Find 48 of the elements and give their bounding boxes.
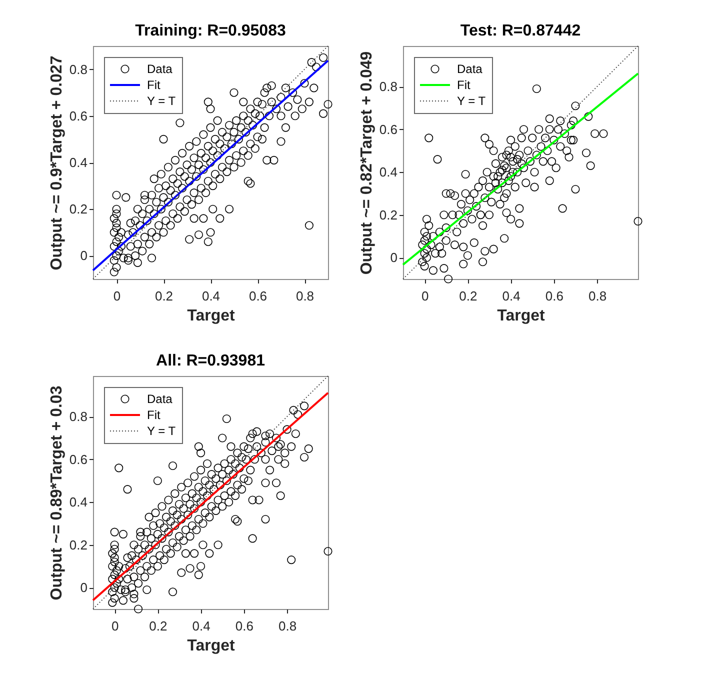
y-tick-label: 0.4 [379,164,398,180]
legend-label: Fit [147,78,161,92]
legend-label: Y = T [147,424,176,438]
y-tick-label: 0.6 [379,122,398,137]
x-axis-title: Target [187,308,236,324]
y-tick-label: 0.6 [69,108,88,124]
x-tick-label: 0.2 [154,288,174,304]
legend-label: Data [147,62,173,76]
x-tick-label: 0.6 [248,288,268,304]
y-tick-label: 0.2 [379,207,398,222]
x-tick-label: 0 [113,288,121,304]
y-tick-label: 0.2 [69,537,88,552]
chart-title: Training: R=0.95083 [135,22,286,40]
y-tick-label: 0.6 [69,452,88,467]
y-tick-label: 0.2 [69,202,88,217]
chart-title: All: R=0.93981 [156,352,266,370]
x-tick-label: 0.6 [545,288,564,304]
legend-label: Fit [457,78,471,92]
y-tick-label: 0 [80,248,88,264]
x-tick-label: 0.8 [296,288,314,304]
y-tick-label: 0 [390,250,398,266]
x-tick-label: 0.2 [149,618,168,634]
x-tick-label: 0.8 [278,618,297,634]
x-axis-title: Target [497,308,546,324]
y-tick-label: 0.8 [379,79,398,94]
x-tick-label: 0.2 [459,288,478,304]
legend-label: Data [147,392,173,406]
legend-label: Data [457,62,483,76]
y-tick-label: 0.4 [69,494,88,510]
y-tick-label: 0.8 [69,62,88,77]
legend-label: Fit [147,408,161,422]
x-tick-label: 0 [111,618,119,634]
x-tick-label: 0.4 [502,288,520,304]
x-tick-label: 0.8 [588,288,607,304]
legend-label: Y = T [147,94,176,108]
x-tick-label: 0.6 [235,618,254,634]
y-axis-title: Output ~= 0.89*Target + 0.03 [48,386,66,600]
y-tick-label: 0 [80,580,88,596]
x-tick-label: 0 [421,288,429,304]
x-axis-title: Target [187,638,236,654]
x-tick-label: 0.4 [202,288,220,304]
y-tick-label: 0.8 [69,409,88,424]
legend-label: Y = T [457,94,486,108]
y-axis-title: Output ~= 0.9*Target + 0.027 [48,56,66,270]
y-tick-label: 0.4 [69,155,88,170]
chart-title: Test: R=0.87442 [460,22,581,40]
y-axis-title: Output ~= 0.82*Target + 0.049 [358,51,376,275]
x-tick-label: 0.4 [192,618,210,634]
